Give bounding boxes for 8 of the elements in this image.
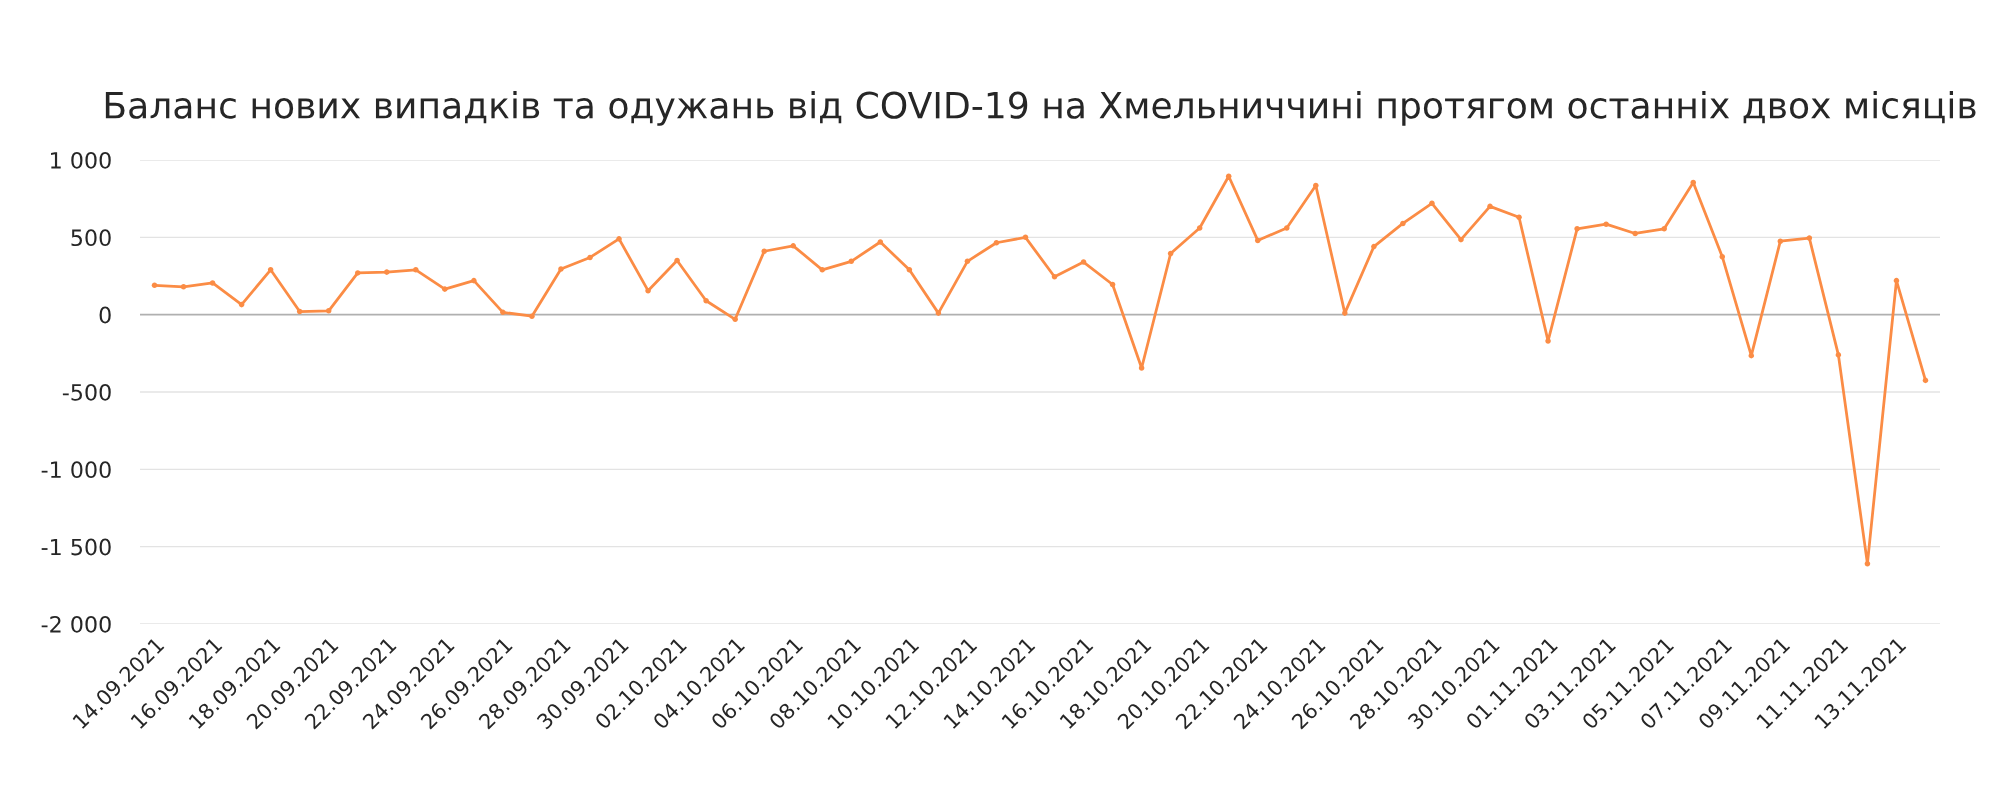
y-tick-label: -1 500 <box>41 538 111 556</box>
y-tick-label: 0 <box>99 306 111 324</box>
y-tick-label: -500 <box>62 383 111 401</box>
y-tick-label: -2 000 <box>41 615 111 633</box>
y-tick-label: 500 <box>71 229 111 247</box>
chart-title: Баланс нових випадків та одужань від COVID-19 на Хмельниччині протягом останніх двох місяців <box>105 90 1976 126</box>
y-tick-label: 1 000 <box>51 151 111 169</box>
y-tick-label: -1 000 <box>41 461 111 479</box>
